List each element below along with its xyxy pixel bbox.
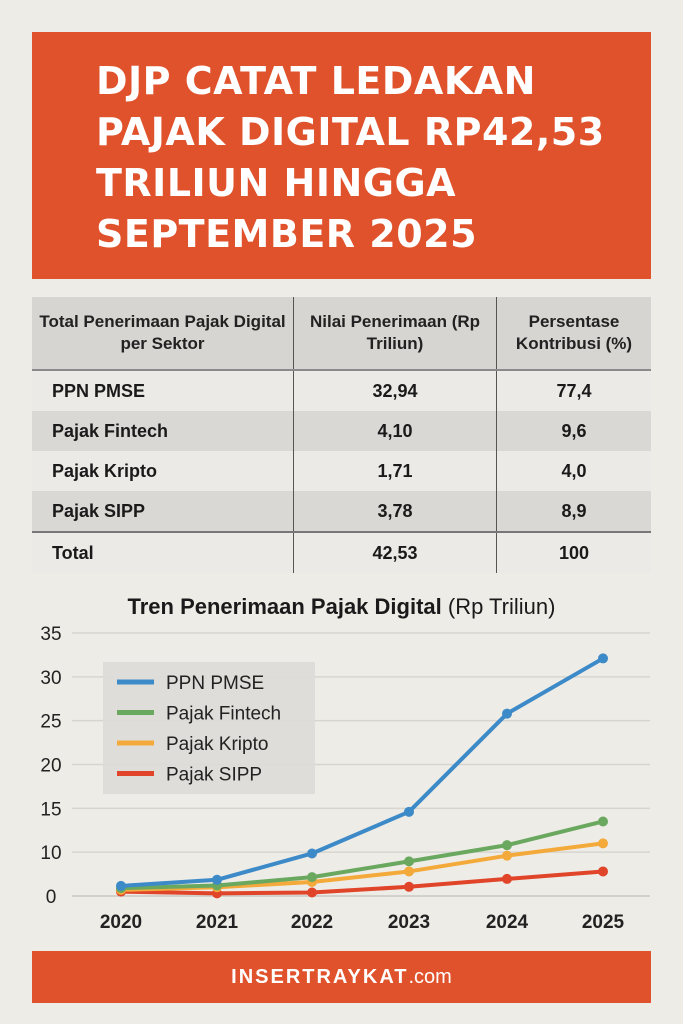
x-tick-label: 2024 [486, 912, 529, 933]
footer-brand: INSERTRAYKAT [231, 966, 409, 988]
percent-cell: 8,9 [496, 491, 651, 532]
y-tick-label: 10 [40, 843, 61, 864]
percent-cell: 9,6 [496, 411, 651, 451]
sector-cell: Pajak Kripto [32, 451, 294, 491]
percent-cell: 77,4 [496, 370, 651, 411]
x-tick-label: 2023 [388, 912, 430, 933]
series-line [120, 869, 604, 896]
value-cell: 4,10 [293, 411, 497, 451]
footer-domain: .com [408, 966, 452, 988]
table-row: Pajak SIPP 3,78 8,9 [32, 491, 651, 532]
data-point [502, 840, 512, 851]
data-point [212, 874, 222, 885]
page-title: DJP CATAT LEDAKAN PAJAK DIGITAL RP42,53 … [96, 59, 605, 256]
column-header-value: Nilai Penerimaan (Rp Triliun) [293, 297, 497, 371]
chart-title: Tren Penerimaan Pajak Digital (Rp Triliu… [0, 594, 683, 620]
legend-label: Pajak SIPP [166, 765, 262, 786]
legend-label: Pajak Kripto [166, 734, 268, 755]
data-point [307, 872, 317, 883]
legend-label: Pajak Fintech [166, 704, 281, 725]
value-cell: 1,71 [293, 451, 497, 491]
data-point [598, 838, 608, 849]
sector-cell: PPN PMSE [32, 370, 294, 411]
data-point [598, 653, 608, 664]
value-cell: 42,53 [293, 531, 497, 573]
series-line [120, 819, 604, 891]
chart-title-unit: (Rp Triliun) [447, 594, 556, 619]
data-point [598, 866, 608, 877]
data-point [598, 816, 608, 827]
table-header-row: Total Penerimaan Pajak Digital per Sekto… [32, 297, 651, 371]
y-tick-label: 30 [40, 668, 61, 689]
sector-cell: Total [32, 531, 294, 573]
x-tick-label: 2025 [582, 912, 625, 933]
y-tick-label: 0 [46, 887, 57, 908]
data-point [404, 881, 414, 892]
percent-cell: 4,0 [496, 451, 651, 491]
column-header-percent: Persentase Kontribusi (%) [496, 297, 651, 371]
data-point [502, 873, 512, 884]
y-tick-label: 35 [40, 624, 61, 645]
data-point [404, 806, 414, 817]
table-total-row: Total 42,53 100 [32, 531, 651, 573]
value-cell: 3,78 [293, 491, 497, 532]
data-point [404, 856, 414, 867]
x-tick-label: 2020 [100, 912, 142, 933]
x-tick-label: 2022 [291, 912, 333, 933]
data-point [502, 708, 512, 719]
table-row: Pajak Kripto 1,71 4,0 [32, 451, 651, 491]
y-tick-label: 15 [40, 799, 61, 820]
percent-cell: 100 [496, 531, 651, 573]
chart-title-main: Tren Penerimaan Pajak Digital [127, 594, 442, 619]
data-point [307, 887, 317, 898]
series-line [120, 656, 604, 888]
table-row: PPN PMSE 32,94 77,4 [32, 370, 651, 411]
data-point [404, 866, 414, 877]
sector-cell: Pajak Fintech [32, 411, 294, 451]
value-cell: 32,94 [293, 370, 497, 411]
sector-cell: Pajak SIPP [32, 491, 294, 532]
data-point [502, 850, 512, 861]
footer-banner: INSERTRAYKAT.com [32, 951, 651, 1003]
x-tick-label: 2021 [196, 912, 239, 933]
data-point [307, 848, 317, 859]
y-tick-label: 20 [40, 756, 61, 777]
table-row: Pajak Fintech 4,10 9,6 [32, 411, 651, 451]
column-header-sector: Total Penerimaan Pajak Digital per Sekto… [32, 297, 294, 371]
y-tick-label: 25 [40, 712, 61, 733]
title-banner: DJP CATAT LEDAKAN PAJAK DIGITAL RP42,53 … [32, 32, 651, 279]
data-point [116, 880, 126, 891]
legend-label: PPN PMSE [166, 673, 264, 694]
revenue-table: Total Penerimaan Pajak Digital per Sekto… [32, 297, 651, 573]
